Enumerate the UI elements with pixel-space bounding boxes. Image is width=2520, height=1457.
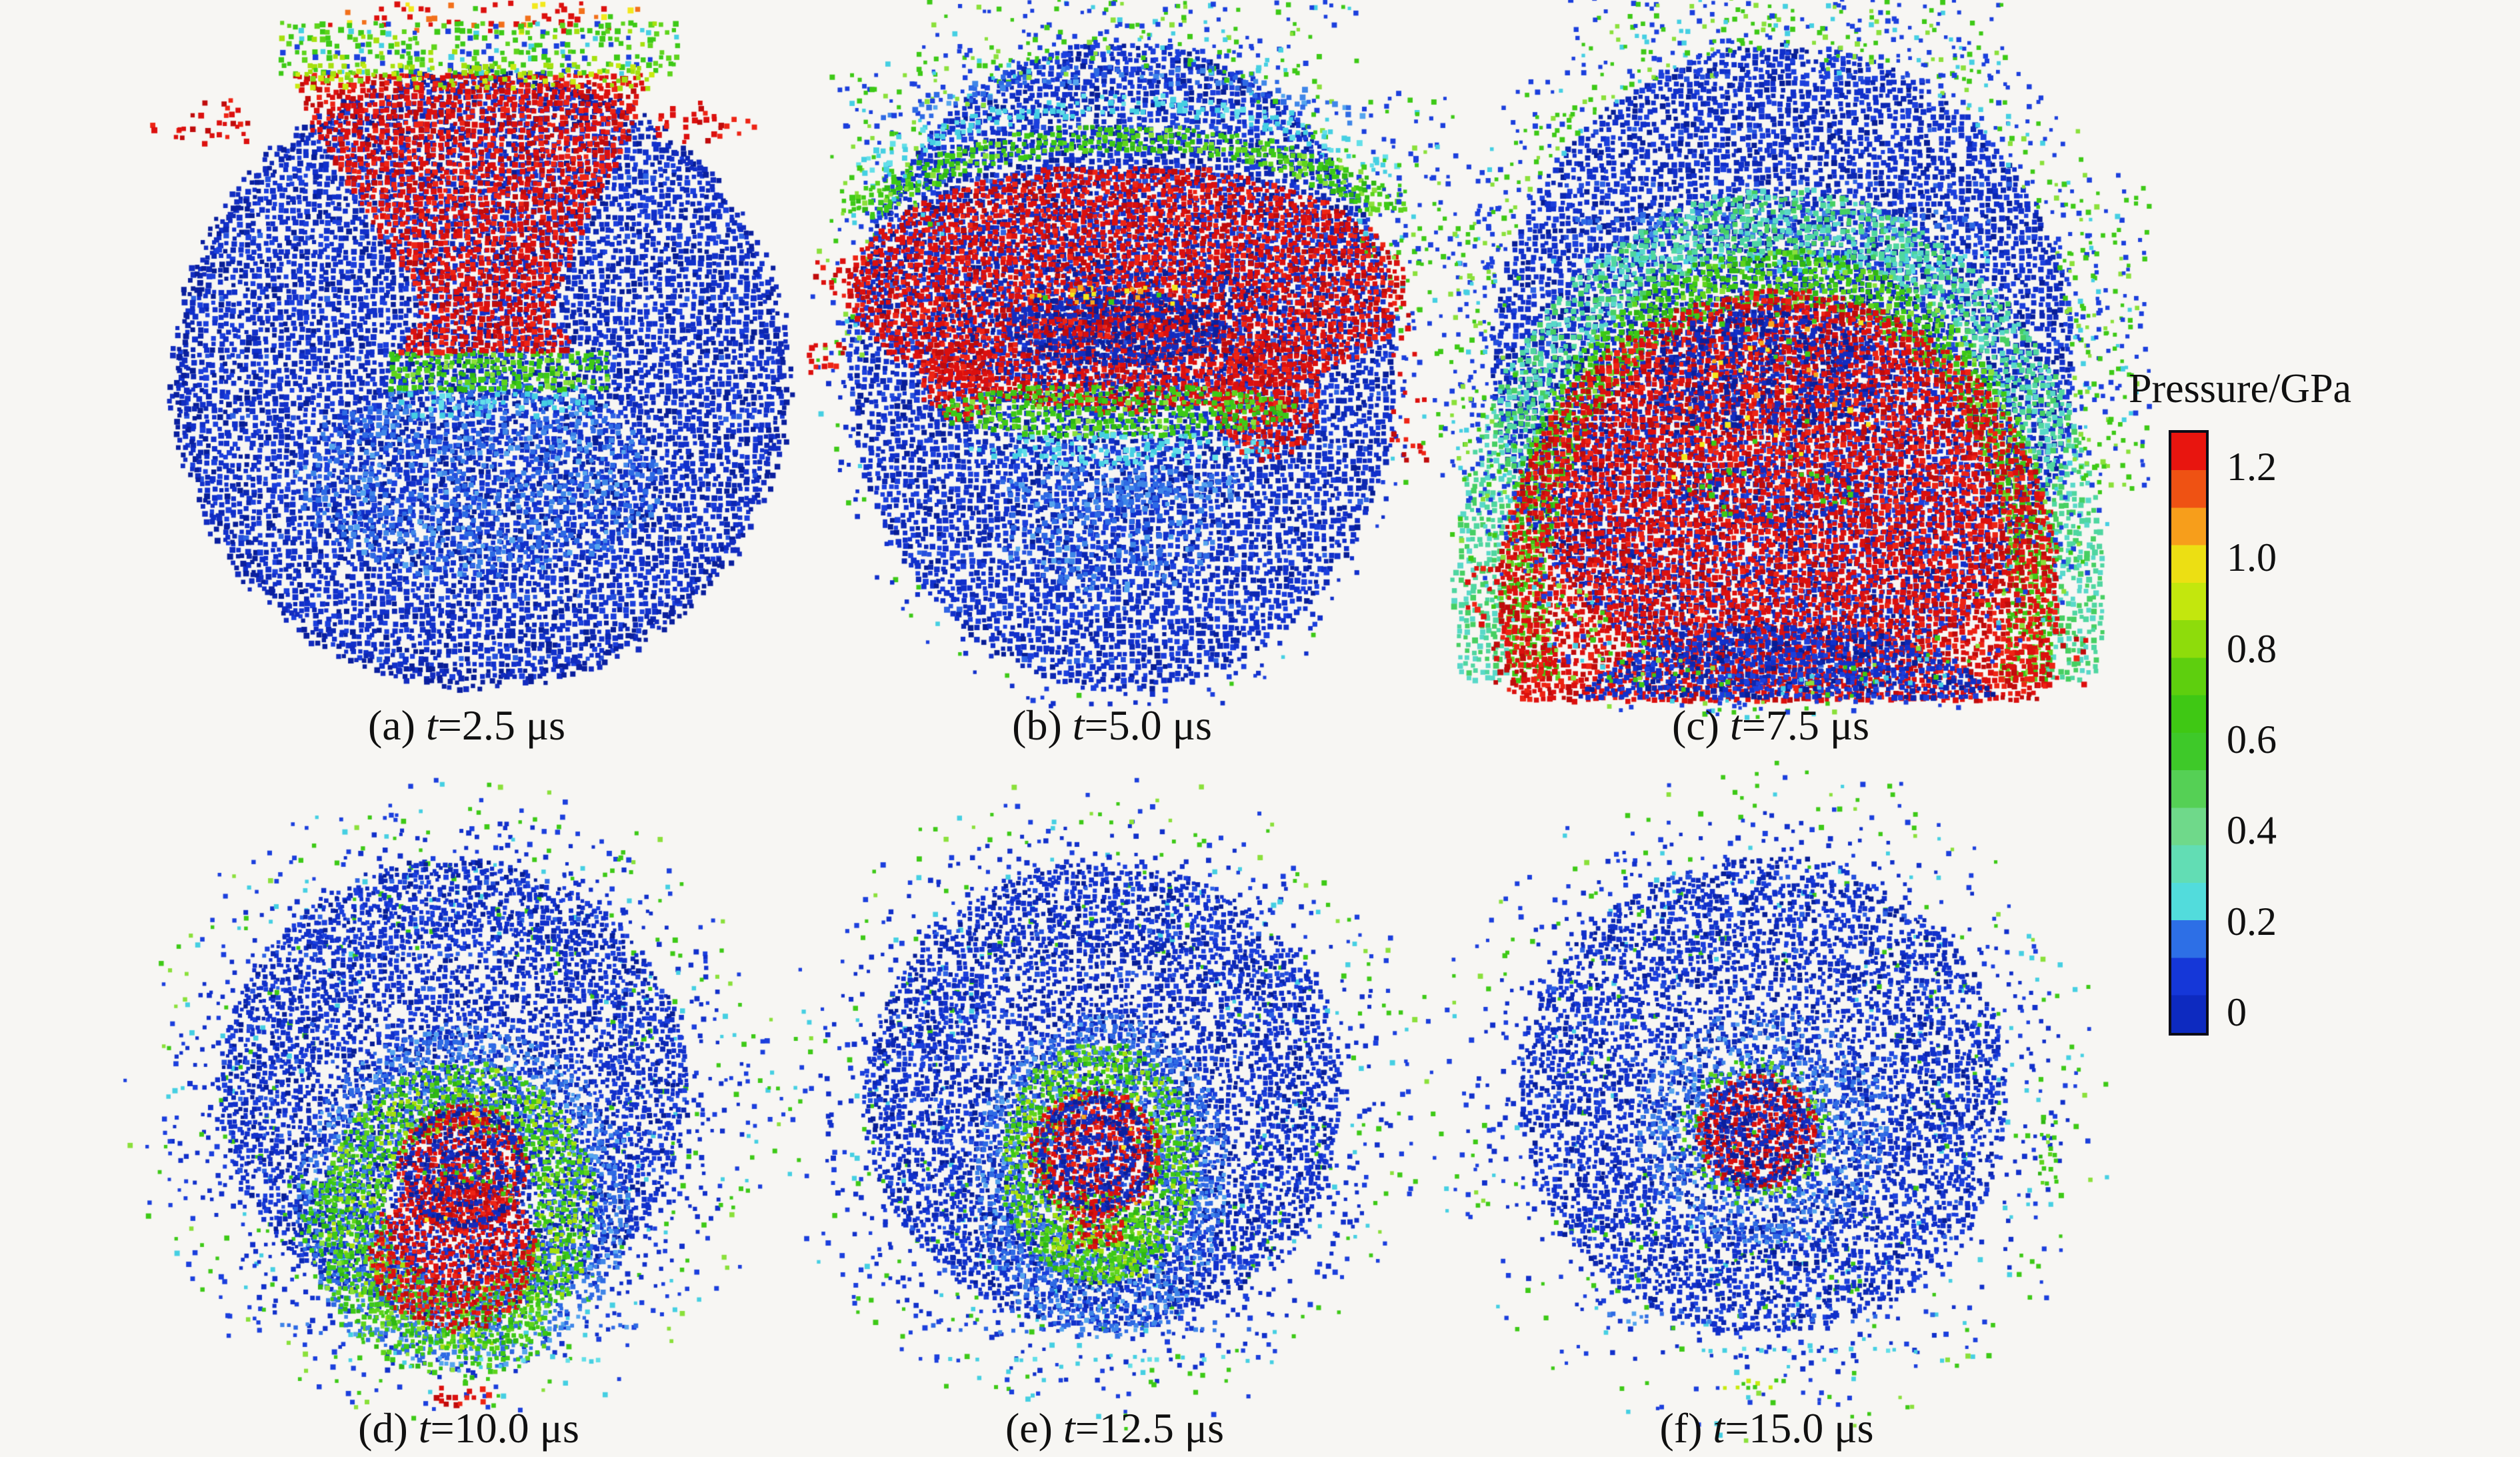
- caption-marker: (c): [1671, 701, 1730, 749]
- colorbar-tick-label: 0: [2227, 990, 2247, 1034]
- caption-marker: (b): [1012, 701, 1073, 749]
- panel-caption-b: (b) t=5.0 μs: [1012, 699, 1212, 752]
- caption-variable: t: [1063, 1404, 1075, 1452]
- colorbar-tick-label: 0.8: [2227, 626, 2277, 671]
- caption-marker: (a): [367, 701, 426, 749]
- colorbar-tick-label: 1.0: [2227, 535, 2277, 580]
- caption-variable: t: [418, 1404, 431, 1452]
- caption-variable: t: [1072, 701, 1085, 749]
- colorbar-ticks: 1.2 1.0 0.8 0.6 0.4 0.2 0: [2227, 430, 2373, 1034]
- caption-marker: (f): [1659, 1404, 1713, 1452]
- caption-marker: (d): [358, 1404, 419, 1452]
- caption-value: =12.5 μs: [1075, 1404, 1225, 1452]
- caption-value: =2.5 μs: [437, 701, 566, 749]
- caption-value: =15.0 μs: [1725, 1404, 1874, 1452]
- colorbar-tick-label: 0.2: [2227, 899, 2277, 944]
- caption-variable: t: [425, 701, 438, 749]
- colorbar-tick-label: 1.2: [2227, 445, 2277, 489]
- colorbar-gradient: [2169, 430, 2209, 1036]
- caption-value: =7.5 μs: [1741, 701, 1870, 749]
- colorbar-title: Pressure/GPa: [2129, 366, 2352, 411]
- panel-caption-c: (c) t=7.5 μs: [1672, 699, 1869, 752]
- caption-value: =10.0 μs: [430, 1404, 579, 1452]
- caption-marker: (e): [1005, 1404, 1063, 1452]
- panel-caption-a: (a) t=2.5 μs: [368, 699, 565, 752]
- panel-caption-d: (d) t=10.0 μs: [358, 1402, 579, 1455]
- panel-caption-f: (f) t=15.0 μs: [1659, 1402, 1873, 1455]
- panel-caption-e: (e) t=12.5 μs: [1005, 1402, 1224, 1455]
- caption-variable: t: [1729, 701, 1742, 749]
- colorbar-tick-label: 0.4: [2227, 808, 2277, 853]
- caption-value: =5.0 μs: [1084, 701, 1212, 749]
- colorbar-tick-label: 0.6: [2227, 717, 2277, 762]
- caption-variable: t: [1713, 1404, 1725, 1452]
